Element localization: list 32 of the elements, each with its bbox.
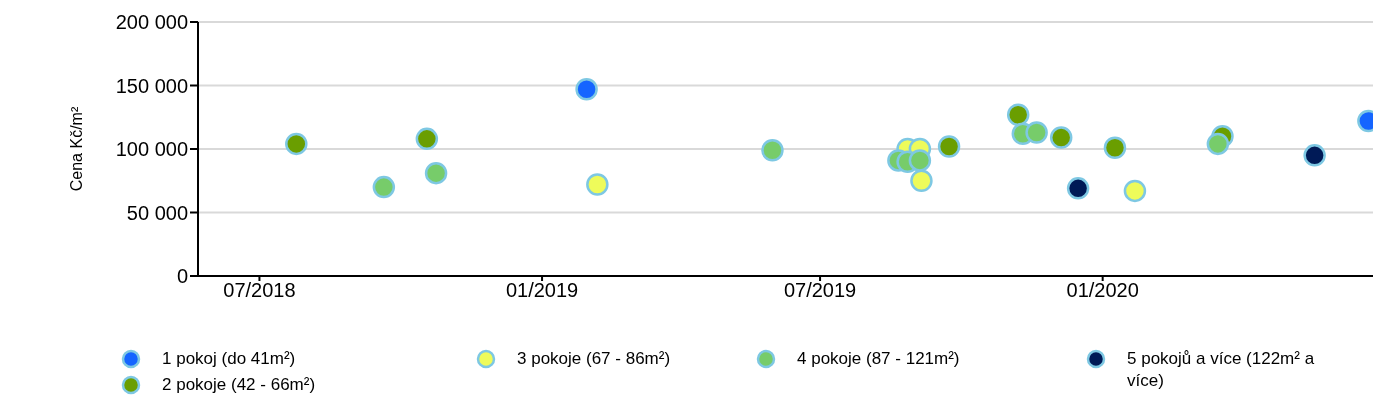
x-tick-label: 01/2019 xyxy=(505,279,579,302)
y-tick-label: 100 000 xyxy=(115,138,188,161)
point xyxy=(372,175,396,199)
point xyxy=(1206,132,1230,156)
point xyxy=(1123,179,1147,203)
point xyxy=(1066,177,1090,200)
point xyxy=(908,149,932,172)
y-tick-label: 200 000 xyxy=(115,11,188,34)
y-tick-label: 0 xyxy=(176,265,188,288)
point xyxy=(1049,126,1073,149)
x-tick-label: 01/2020 xyxy=(1066,279,1139,302)
point xyxy=(1303,144,1326,167)
point xyxy=(761,139,784,162)
point xyxy=(415,127,439,151)
legend-label: 1 pokoj (do 41m²) xyxy=(162,348,297,370)
point xyxy=(910,169,933,192)
point xyxy=(1103,136,1127,159)
y-tick-label: 50 000 xyxy=(126,201,188,224)
x-tick-label: 07/2019 xyxy=(783,279,857,302)
point xyxy=(586,173,609,196)
x-tick-label: 07/2018 xyxy=(223,279,296,302)
legend-label: 3 pokoje (67 - 86m²) xyxy=(517,348,672,370)
point xyxy=(1006,103,1030,126)
point xyxy=(285,132,308,156)
legend-label: 4 pokoje (87 - 121m²) xyxy=(797,348,961,370)
point xyxy=(1025,121,1048,144)
point xyxy=(424,161,448,185)
legend-label: 2 pokoje (42 - 66m²) xyxy=(162,374,317,396)
y-tick-label: 150 000 xyxy=(115,74,188,97)
point xyxy=(937,135,961,158)
legend-label: 5 pokojů a více (122m² a více) xyxy=(1127,348,1316,392)
y-axis-title: Cena Kč/m² xyxy=(68,106,86,192)
